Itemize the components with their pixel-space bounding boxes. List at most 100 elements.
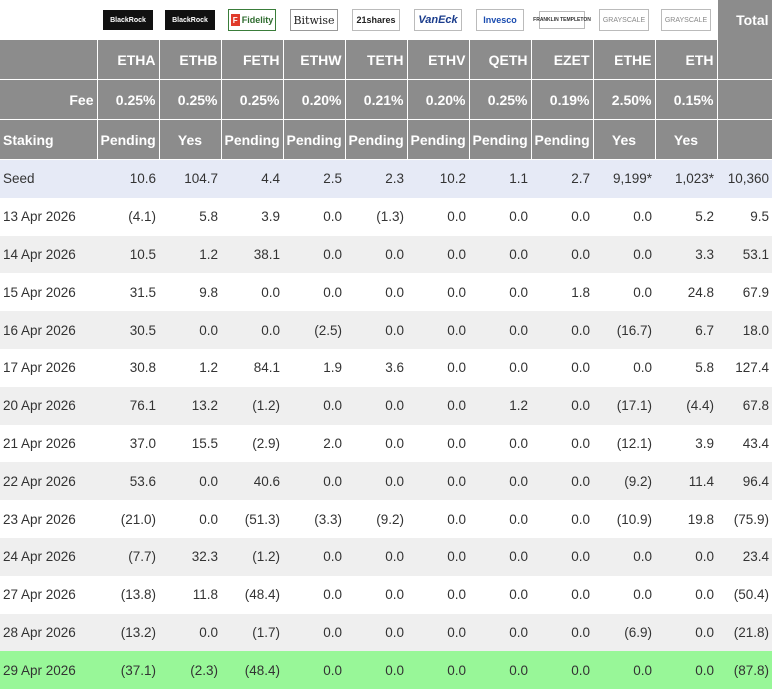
total-value: 18.0	[717, 311, 772, 349]
flow-value: 0.0	[655, 613, 717, 652]
flow-value: 0.0	[323, 284, 342, 300]
grayscale-logo: GRAYSCALE	[661, 9, 711, 31]
ticker-header: TETH	[345, 40, 408, 80]
flow-value: (9.2)	[376, 511, 404, 527]
fidelity-logo: F Fidelity	[228, 9, 276, 31]
ticker-header: FETH	[221, 40, 284, 80]
flow-value: 0.0	[407, 651, 469, 689]
flow-value: 0.0	[345, 651, 407, 689]
flow-value: 2.5	[283, 159, 345, 198]
total-value: 96.4	[717, 462, 772, 501]
flow-value: 11.4	[655, 462, 717, 501]
total-value: (50.4)	[733, 587, 769, 603]
flow-value: 0.0	[447, 209, 466, 225]
flow-value: 0.0	[633, 587, 652, 603]
seed-row: Seed 10.6 104.7 4.4 2.5 2.3 10.2 1.1 2.7 9,199* 1,…	[0, 159, 772, 198]
flow-value: 0.0	[633, 360, 652, 376]
total-value: (75.9)	[733, 511, 769, 527]
total-value: 67.8	[717, 386, 772, 425]
flow-value: 0.0	[571, 435, 590, 451]
flow-value: 0.0	[283, 462, 345, 501]
flow-value: 0.0	[407, 537, 469, 576]
flow-value: 0.0	[571, 360, 590, 376]
fee-value: 0.20%	[283, 79, 346, 120]
flow-value: (3.3)	[314, 511, 342, 527]
flow-value: 5.8	[199, 209, 218, 225]
flow-value: 0.0	[633, 284, 652, 300]
staking-value: Yes	[593, 119, 656, 160]
ticker-header: EZET	[531, 40, 594, 80]
flow-value: 0.0	[345, 386, 407, 425]
staking-label: Staking	[0, 119, 98, 160]
staking-total-cell	[717, 119, 772, 160]
flow-value: 0.0	[385, 587, 404, 603]
staking-value: Pending	[221, 119, 284, 160]
total-value: (87.8)	[717, 651, 772, 689]
flow-value: 10.6	[97, 159, 159, 198]
fee-value: 2.50%	[593, 79, 656, 120]
flow-row: 16 Apr 2026 30.5 0.0 0.0 (2.5) 0.0 0.0 0.0 0.0 (1…	[0, 311, 772, 349]
flow-value: 0.0	[283, 235, 345, 274]
flow-value: 9,199*	[593, 159, 655, 198]
flow-value: 24.8	[687, 284, 714, 300]
flow-value: 0.0	[283, 613, 345, 652]
flow-value: 3.6	[385, 360, 404, 376]
flow-value: (2.3)	[159, 651, 221, 689]
fee-value: 0.25%	[221, 79, 284, 120]
flow-value: 0.0	[407, 235, 469, 274]
date-cell: 24 Apr 2026	[0, 537, 97, 576]
date-cell: 17 Apr 2026	[3, 360, 76, 376]
flow-value: 0.0	[345, 613, 407, 652]
flow-value: 0.0	[407, 311, 469, 349]
flow-value: 0.0	[695, 587, 714, 603]
flow-value: 104.7	[159, 159, 221, 198]
date-cell: 22 Apr 2026	[0, 462, 97, 501]
flow-value: 1.8	[571, 284, 590, 300]
flow-value: 84.1	[253, 360, 280, 376]
flow-value: 0.0	[509, 587, 528, 603]
franklin-templeton-logo: FRANKLIN TEMPLETON	[533, 11, 591, 29]
flow-row: 14 Apr 2026 10.5 1.2 38.1 0.0 0.0 0.0 0.0 0.0 0.0…	[0, 235, 772, 274]
flow-row: 24 Apr 2026 (7.7) 32.3 (1.2) 0.0 0.0 0.0 0.0 0.0…	[0, 537, 772, 576]
flow-value: 3.3	[655, 235, 717, 274]
ticker-header: ETHV	[407, 40, 470, 80]
fee-value: 0.19%	[531, 79, 594, 120]
total-value: (21.8)	[717, 613, 772, 652]
fee-row: Fee 0.25% 0.25% 0.25% 0.20% 0.21% 0.20% 0.25% 0.…	[0, 79, 772, 120]
flow-value: 0.0	[571, 209, 590, 225]
flow-value: 0.0	[159, 613, 221, 652]
total-column-header: Total	[717, 0, 772, 40]
staking-value: Pending	[469, 119, 532, 160]
ticker-total-cell	[717, 40, 772, 80]
flow-value: (1.2)	[221, 537, 283, 576]
flow-value: 0.0	[323, 587, 342, 603]
ticker-header: ETHE	[593, 40, 656, 80]
flow-value: 38.1	[221, 235, 283, 274]
flow-value: 0.0	[593, 537, 655, 576]
total-value: 53.1	[717, 235, 772, 274]
blackrock-logo: BlackRock	[165, 10, 215, 30]
staking-row: Staking Pending Yes Pending Pending Pending Pe…	[0, 119, 772, 160]
flow-row: 29 Apr 2026 (37.1) (2.3) (48.4) 0.0 0.0 0.0 0.0…	[0, 651, 772, 689]
flow-value: 0.0	[531, 386, 593, 425]
flow-value: (10.9)	[616, 511, 652, 527]
flow-value: 0.0	[593, 235, 655, 274]
flow-value: 0.0	[655, 537, 717, 576]
date-cell: Seed	[0, 159, 97, 198]
21shares-logo: 21shares	[352, 9, 400, 31]
flow-row: 13 Apr 2026 (4.1) 5.8 3.9 0.0 (1.3) 0.0 0.0 0.0 0…	[0, 198, 772, 236]
flow-row: 20 Apr 2026 76.1 13.2 (1.2) 0.0 0.0 0.0 1.2 0.0(…	[0, 386, 772, 425]
flow-value: 0.0	[469, 651, 531, 689]
fee-value: 0.25%	[159, 79, 222, 120]
flow-value: 30.8	[129, 360, 156, 376]
staking-value: Pending	[407, 119, 470, 160]
flow-value: 0.0	[531, 537, 593, 576]
flow-value: 11.8	[192, 587, 218, 603]
date-cell: 13 Apr 2026	[3, 209, 76, 225]
flow-value: (48.4)	[221, 651, 283, 689]
flow-value: 4.4	[221, 159, 283, 198]
flow-value: 0.0	[407, 462, 469, 501]
flow-value: 2.3	[345, 159, 407, 198]
flow-value: 10.2	[407, 159, 469, 198]
